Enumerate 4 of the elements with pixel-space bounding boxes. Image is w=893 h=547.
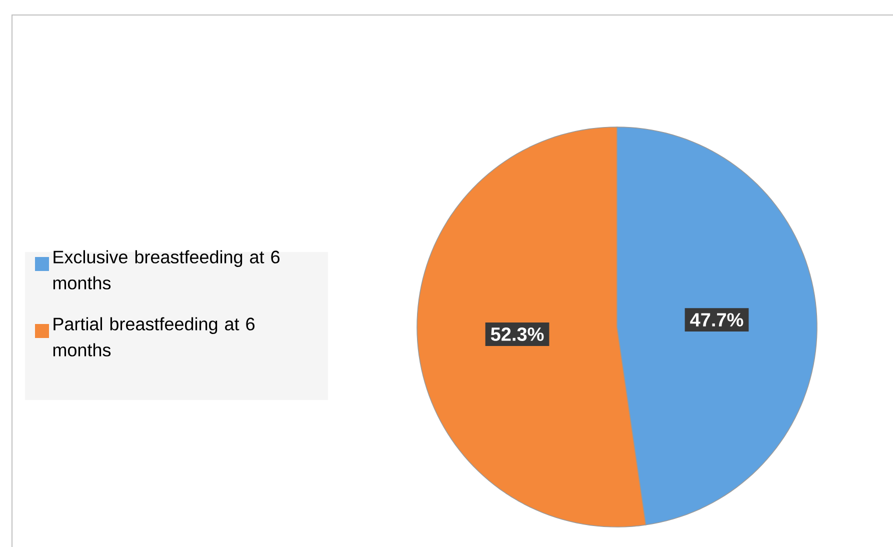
data-label: 47.7% (690, 313, 744, 326)
data-label: 52.3% (490, 327, 544, 341)
legend-label: Partial breastfeeding at 6 months (53, 317, 254, 356)
legend-label: Exclusive breastfeeding at 6 months (53, 250, 280, 290)
